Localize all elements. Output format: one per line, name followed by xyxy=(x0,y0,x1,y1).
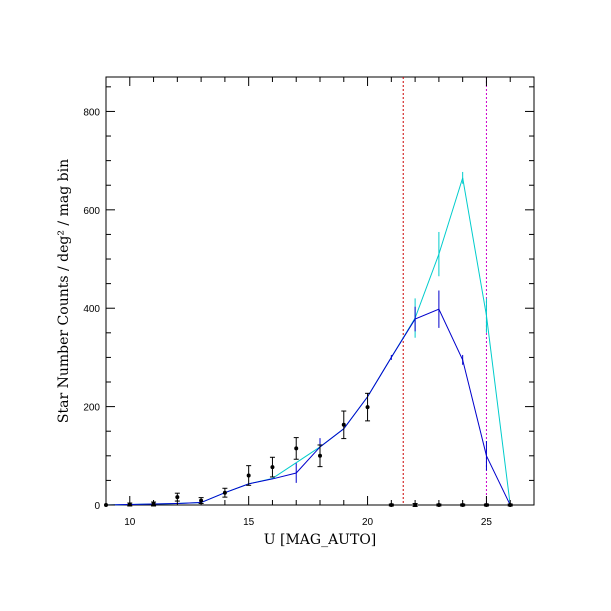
data-point xyxy=(318,453,322,458)
y-tick-label: 800 xyxy=(83,107,100,118)
limit-lines xyxy=(402,77,487,505)
data-point xyxy=(270,465,275,470)
data-point xyxy=(294,446,299,451)
data-point xyxy=(246,473,251,478)
series-1 xyxy=(105,290,511,506)
y-tick-label: 0 xyxy=(94,501,100,512)
y-tick-label: 600 xyxy=(83,206,100,217)
data-point xyxy=(341,422,346,427)
x-tick-label: 10 xyxy=(124,517,136,528)
series-0 xyxy=(105,171,511,506)
x-tick-label: 25 xyxy=(481,517,493,528)
series-line xyxy=(105,177,511,506)
series-2 xyxy=(104,392,513,507)
x-axis-title: U [MAG_AUTO] xyxy=(264,532,377,548)
series-line xyxy=(105,308,511,506)
series-layer xyxy=(104,171,513,507)
x-tick-label: 15 xyxy=(243,517,255,528)
data-point xyxy=(175,495,180,500)
y-tick-label: 200 xyxy=(83,403,100,414)
axes-layer: 10 15 20 25 0 200 400 600 800 xyxy=(83,77,535,528)
y-tick-label: 400 xyxy=(83,304,100,315)
x-tick-label: 20 xyxy=(362,517,374,528)
y-axis-title: Star Number Counts / deg² / mag bin xyxy=(56,159,72,423)
data-point xyxy=(365,405,370,410)
data-point xyxy=(222,490,227,495)
